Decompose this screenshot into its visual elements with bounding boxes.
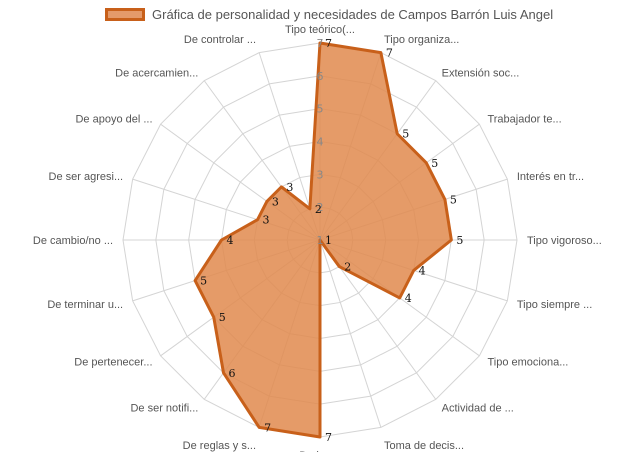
axis-label: Tipo emociona...: [487, 357, 568, 369]
axis-label: Tipo teórico(...: [285, 24, 355, 36]
value-label: 2: [344, 261, 351, 274]
value-label: 4: [419, 264, 426, 277]
tick-label: 2: [317, 201, 324, 214]
axis-label: Extensión soc...: [442, 68, 520, 80]
axis-label: Actividad de ...: [442, 402, 514, 414]
value-label: 7: [264, 421, 271, 434]
value-label: 6: [229, 367, 236, 380]
grid-spoke: [319, 239, 382, 428]
axis-label: De acercamien...: [115, 68, 198, 80]
axis-label: Tipo vigoroso...: [527, 235, 602, 247]
series-area: [193, 41, 453, 439]
value-label: 5: [450, 193, 457, 206]
legend-swatch: [105, 8, 145, 21]
axis-label: Tipo organiza...: [384, 34, 459, 46]
axis-label: De apoyo del ...: [75, 113, 152, 125]
tick-label: 1: [317, 234, 324, 247]
axis-label: De cambio/no ...: [33, 235, 113, 247]
axis-label: Tipo siempre ...: [517, 299, 592, 311]
value-label: 2: [315, 203, 322, 216]
axis-label: De controlar ...: [184, 34, 256, 46]
value-label: 5: [456, 234, 463, 247]
axis-label: Toma de decis...: [384, 440, 464, 452]
axis-label: De reglas y s...: [183, 440, 256, 452]
radar-axis-labels: Tipo teórico(... Tipo organiza... Extensió…: [33, 24, 602, 452]
value-label: 5: [219, 311, 226, 324]
chart-legend[interactable]: Gráfica de personalidad y necesidades de…: [0, 6, 639, 26]
legend-label: Gráfica de personalidad y necesidades de…: [152, 7, 554, 22]
value-label: 7: [325, 37, 332, 50]
radar-series: [193, 41, 453, 439]
axis-label: De logro: [299, 450, 341, 452]
value-label: 4: [227, 234, 234, 247]
axis-label: De ser notifi...: [130, 402, 198, 414]
value-label: 5: [200, 275, 207, 288]
value-label: 4: [405, 292, 412, 305]
tick-label: 5: [317, 103, 324, 116]
tick-label: 7: [317, 37, 324, 50]
value-label: 1: [325, 234, 332, 247]
value-label: 7: [386, 47, 393, 60]
axis-label: De ser agresi...: [49, 171, 124, 183]
value-label: 3: [272, 195, 279, 208]
tick-label: 6: [317, 70, 324, 83]
value-label: 7: [325, 431, 332, 444]
tick-label: 4: [317, 136, 324, 149]
value-label: 5: [402, 128, 409, 141]
value-label: 5: [431, 157, 438, 170]
axis-label: De pertenecer...: [74, 357, 152, 369]
tick-label: 3: [317, 168, 324, 181]
axis-label: Trabajador te...: [487, 113, 561, 125]
value-label: 3: [286, 181, 293, 194]
radar-tick-labels: 1 2 3 4 5 6 7: [317, 37, 324, 247]
axis-label: Interés en tr...: [517, 171, 584, 183]
axis-label: De terminar u...: [47, 299, 123, 311]
value-label: 3: [263, 214, 270, 227]
